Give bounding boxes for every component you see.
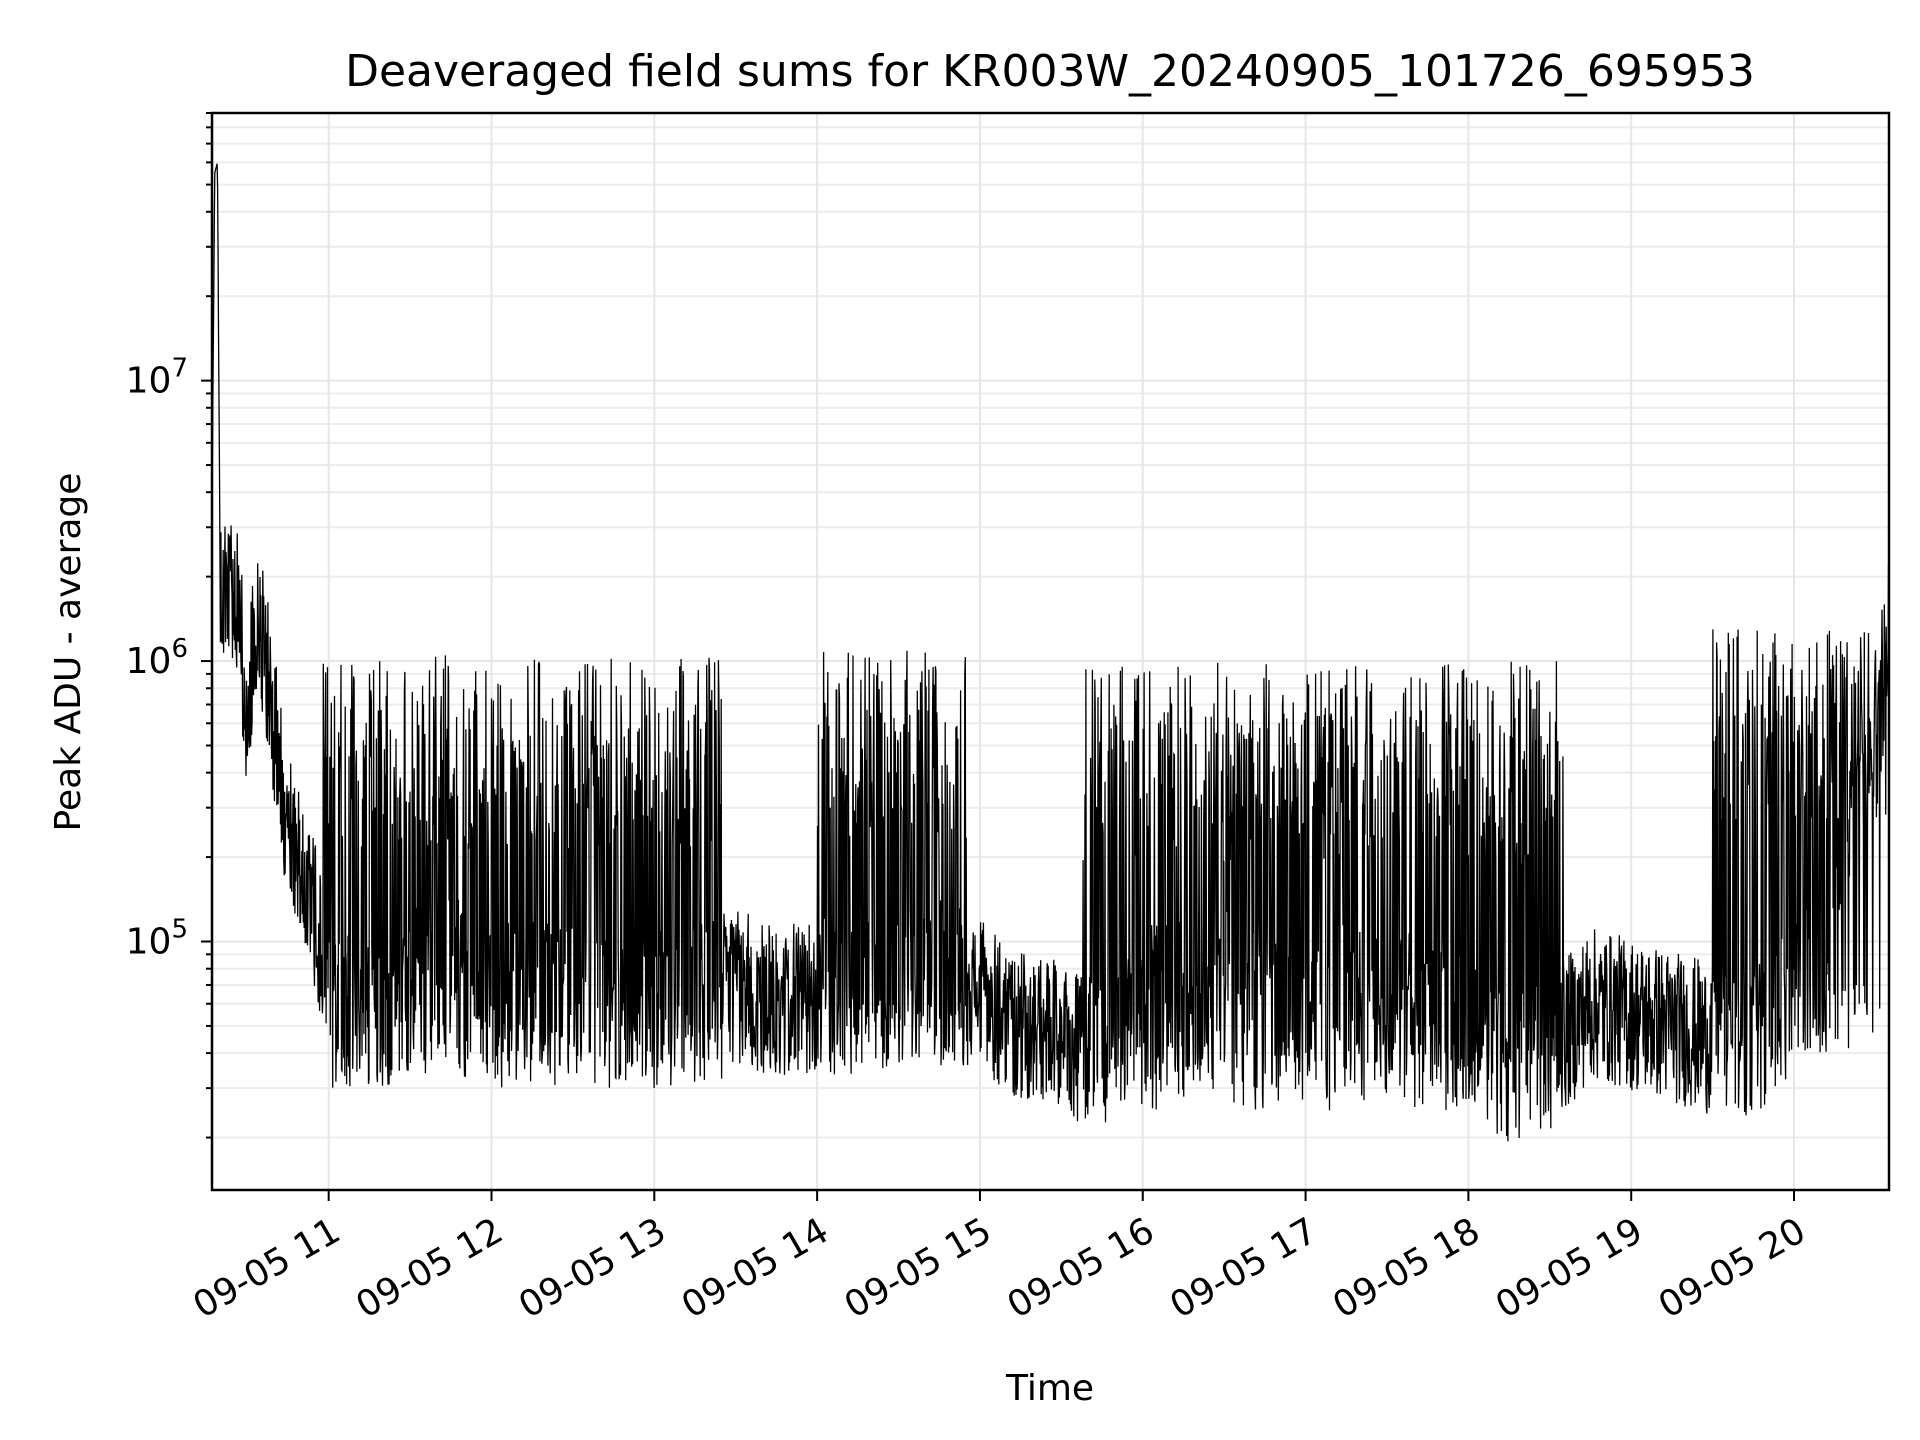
x-tick-label: 09-05 16 — [1001, 1210, 1162, 1326]
plot-frame — [210, 111, 1891, 1192]
x-tick-label: 09-05 20 — [1652, 1210, 1813, 1326]
chart-title: Deaveraged field sums for KR003W_2024090… — [345, 46, 1755, 97]
y-axis: 105 106 107 — [126, 112, 212, 1139]
x-tick-label: 09-05 19 — [1489, 1210, 1650, 1326]
y-axis-label: Peak ADU - average — [48, 473, 89, 832]
series-line — [212, 163, 1889, 1142]
x-tick-label: 09-05 13 — [512, 1210, 673, 1326]
x-axis-label: Time — [1005, 1368, 1094, 1409]
x-tick-label: 09-05 17 — [1163, 1210, 1324, 1326]
y-tick-label: 105 — [126, 915, 188, 963]
y-tick-label: 106 — [126, 634, 188, 682]
x-axis: 09-05 11 09-05 12 09-05 13 09-05 14 09-05 15… — [187, 1190, 1813, 1327]
y-tick-label: 107 — [126, 354, 188, 402]
x-tick-label: 09-05 11 — [187, 1210, 348, 1326]
x-tick-label: 09-05 14 — [675, 1210, 836, 1326]
x-tick-label: 09-05 15 — [838, 1210, 999, 1326]
series-group — [212, 163, 1889, 1142]
x-tick-label: 09-05 12 — [349, 1210, 510, 1326]
x-tick-label: 09-05 18 — [1326, 1210, 1487, 1326]
